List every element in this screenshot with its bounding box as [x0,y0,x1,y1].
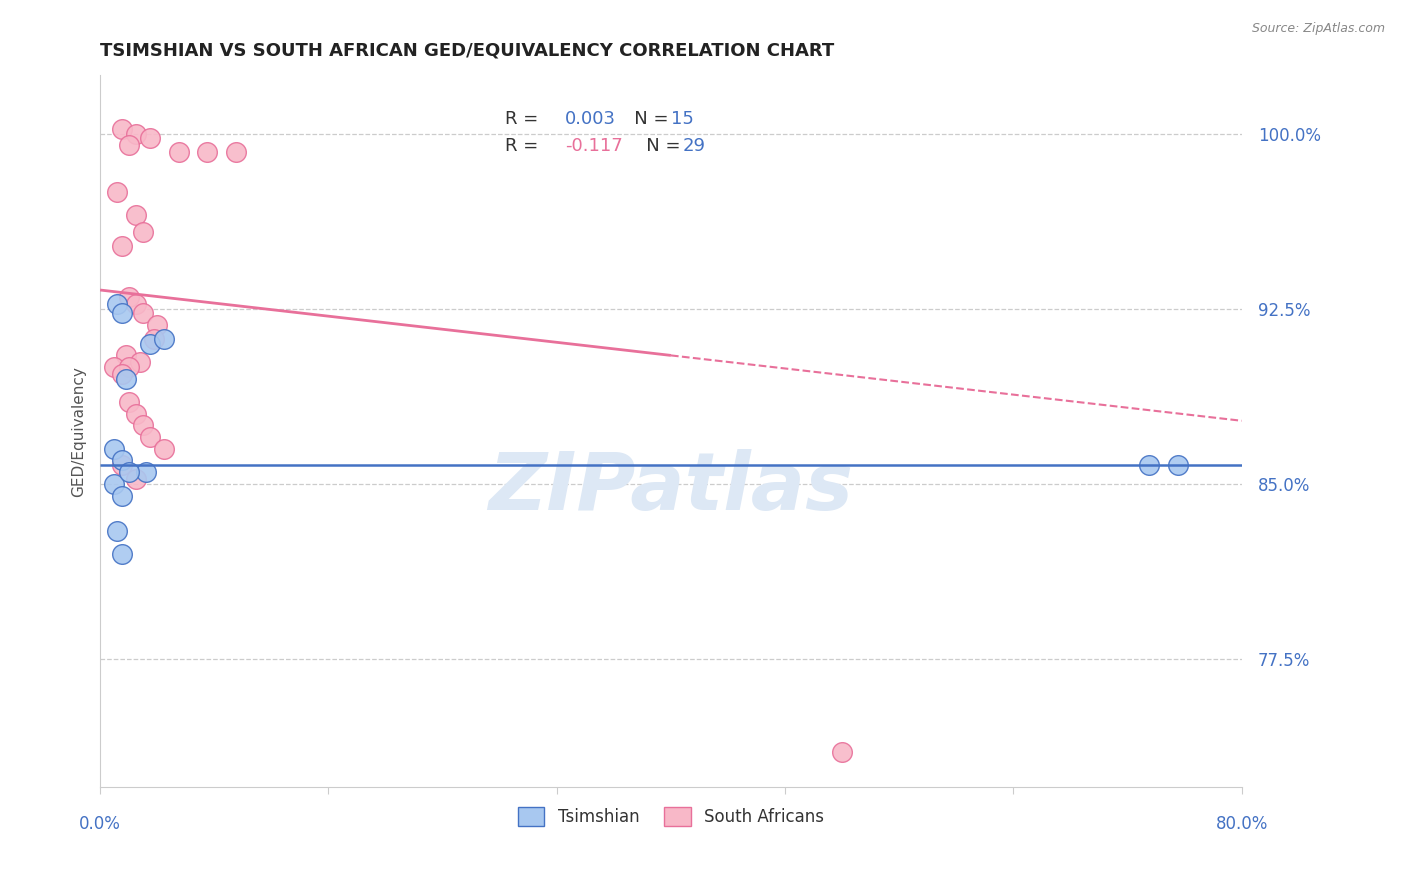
Point [110,488,132,502]
Point [110,122,132,136]
Point [103,360,125,375]
Point [125,297,148,311]
Point [129,355,152,369]
Point [118,465,141,479]
Point [153,442,176,456]
Point [118,395,141,409]
Point [132,225,155,239]
Point [195,145,218,160]
Text: 29: 29 [682,137,706,155]
Point [146,318,169,332]
Point [153,332,176,346]
Point [125,208,148,222]
Point [105,185,128,199]
Text: R =: R = [505,137,544,155]
Point [110,238,132,252]
Point [831,745,853,759]
Point [118,290,141,304]
Point [132,418,155,433]
Point [167,145,190,160]
Point [1166,458,1188,472]
Text: N =: N = [628,137,686,155]
Point [1137,458,1160,472]
Point [143,332,166,346]
Point [110,453,132,467]
Text: N =: N = [617,111,675,128]
Point [125,407,148,421]
Point [110,367,132,381]
Point [110,547,132,561]
Point [110,458,132,472]
Point [114,372,136,386]
Point [135,465,157,479]
Point [114,348,136,362]
Y-axis label: GED/Equivalency: GED/Equivalency [72,366,86,497]
Point [139,430,162,444]
Point [139,336,162,351]
Point [103,476,125,491]
Text: ZIPatlas: ZIPatlas [488,450,853,527]
Point [105,297,128,311]
Point [118,138,141,153]
Point [225,145,247,160]
Point [139,131,162,145]
Point [125,472,148,486]
Point [105,524,128,538]
Point [125,127,148,141]
Text: R =: R = [505,111,544,128]
Point [103,442,125,456]
Text: 80.0%: 80.0% [1216,815,1268,833]
Text: 0.0%: 0.0% [79,815,121,833]
Point [118,360,141,375]
Text: 15: 15 [671,111,693,128]
Text: Source: ZipAtlas.com: Source: ZipAtlas.com [1251,22,1385,36]
Text: 0.003: 0.003 [565,111,616,128]
Text: TSIMSHIAN VS SOUTH AFRICAN GED/EQUIVALENCY CORRELATION CHART: TSIMSHIAN VS SOUTH AFRICAN GED/EQUIVALEN… [100,42,834,60]
Point [110,306,132,320]
Text: -0.117: -0.117 [565,137,623,155]
Legend: Tsimshian, South Africans: Tsimshian, South Africans [510,800,831,832]
Point [132,306,155,320]
